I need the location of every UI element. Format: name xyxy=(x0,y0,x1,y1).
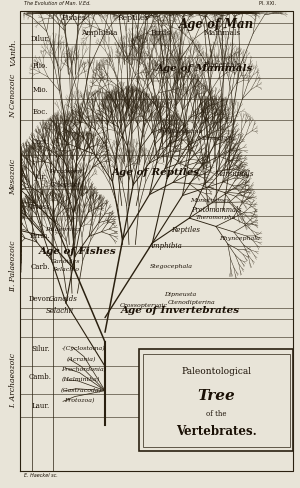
Text: Mesozoic: Mesozoic xyxy=(10,159,17,195)
Text: Palaeonisci: Palaeonisci xyxy=(45,226,81,231)
Text: Age of Fishes: Age of Fishes xyxy=(39,247,117,256)
Text: Devon.: Devon. xyxy=(28,295,53,303)
Text: Tree: Tree xyxy=(197,388,235,403)
Text: Camb.: Camb. xyxy=(29,373,52,381)
Text: I. Archaeozoic: I. Archaeozoic xyxy=(10,353,17,408)
Text: Mio.: Mio. xyxy=(33,86,48,94)
Text: Prochordonia): Prochordonia) xyxy=(61,367,106,372)
Text: Placentals: Placentals xyxy=(203,61,241,68)
Text: Paleontological: Paleontological xyxy=(181,366,251,376)
Text: Plio.: Plio. xyxy=(33,62,48,70)
Text: Proplacentina: Proplacentina xyxy=(158,129,202,134)
Text: Percosomi: Percosomi xyxy=(50,169,82,174)
Text: Ganoides: Ganoides xyxy=(51,259,81,264)
Text: Selachii: Selachii xyxy=(46,307,74,315)
Text: Laur.: Laur. xyxy=(32,402,50,410)
Text: Reptiles: Reptiles xyxy=(118,14,149,22)
Text: Protozoa): Protozoa) xyxy=(64,398,95,403)
Text: (Helmintha): (Helmintha) xyxy=(62,377,100,383)
Text: (Acrania): (Acrania) xyxy=(66,357,96,362)
Text: Amphibia: Amphibia xyxy=(81,29,117,37)
Text: Ctenodipterina: Ctenodipterina xyxy=(168,300,216,305)
Text: Cret.: Cret. xyxy=(32,139,50,146)
Text: Age of Reptiles: Age of Reptiles xyxy=(112,168,200,177)
Text: of the: of the xyxy=(206,410,226,418)
Text: V.Anth.: V.Anth. xyxy=(10,39,17,66)
Text: Selachio: Selachio xyxy=(52,267,80,272)
Text: Crossopterygic: Crossopterygic xyxy=(120,303,168,308)
Text: Perm.: Perm. xyxy=(30,232,51,240)
Text: E. Haeckel sc.: E. Haeckel sc. xyxy=(24,473,58,478)
Text: Jur.: Jur. xyxy=(34,173,46,182)
Text: -(Cyclostoma): -(Cyclostoma) xyxy=(62,346,106,351)
Text: Triass.: Triass. xyxy=(28,203,52,211)
Bar xyxy=(139,349,293,451)
Text: Reptiles: Reptiles xyxy=(172,226,200,234)
Text: Age of Mammals: Age of Mammals xyxy=(155,64,253,73)
Text: Birds: Birds xyxy=(150,29,171,37)
Text: Monotremes: Monotremes xyxy=(190,198,230,203)
Bar xyxy=(142,354,290,447)
Text: Pl. XXI.: Pl. XXI. xyxy=(259,1,276,6)
Text: II. Palaeozoic: II. Palaeozoic xyxy=(10,241,17,292)
Text: Vertebrates.: Vertebrates. xyxy=(176,425,256,438)
Text: Ganoids: Ganoids xyxy=(49,295,77,303)
Text: Carb.: Carb. xyxy=(31,263,50,270)
Text: (Gastracoda): (Gastracoda) xyxy=(60,387,102,393)
Text: The Evolution of Man. V.Ed.: The Evolution of Man. V.Ed. xyxy=(24,1,91,6)
Text: N Cenozoic: N Cenozoic xyxy=(10,74,17,118)
Text: Eoc.: Eoc. xyxy=(33,108,48,116)
Text: Age of Man: Age of Man xyxy=(178,18,254,31)
Text: Theromorpha: Theromorpha xyxy=(196,215,236,221)
Text: Rhyncephala: Rhyncephala xyxy=(220,236,260,241)
Text: Silur.: Silur. xyxy=(31,346,50,353)
Text: Teleostei: Teleostei xyxy=(51,181,81,189)
Text: Age of Invertebrates: Age of Invertebrates xyxy=(120,306,240,315)
Text: Dipneusta: Dipneusta xyxy=(164,292,196,297)
Text: Protomammals: Protomammals xyxy=(191,205,241,214)
Text: Fishes: Fishes xyxy=(61,14,86,22)
Text: Amphibia: Amphibia xyxy=(148,242,182,249)
Text: Marsupialia: Marsupialia xyxy=(197,136,235,141)
Text: Dilur.: Dilur. xyxy=(31,35,50,43)
Text: Stegocephala: Stegocephala xyxy=(149,264,193,269)
Text: Mammals: Mammals xyxy=(203,29,241,37)
Text: Marsupials: Marsupials xyxy=(214,170,254,178)
